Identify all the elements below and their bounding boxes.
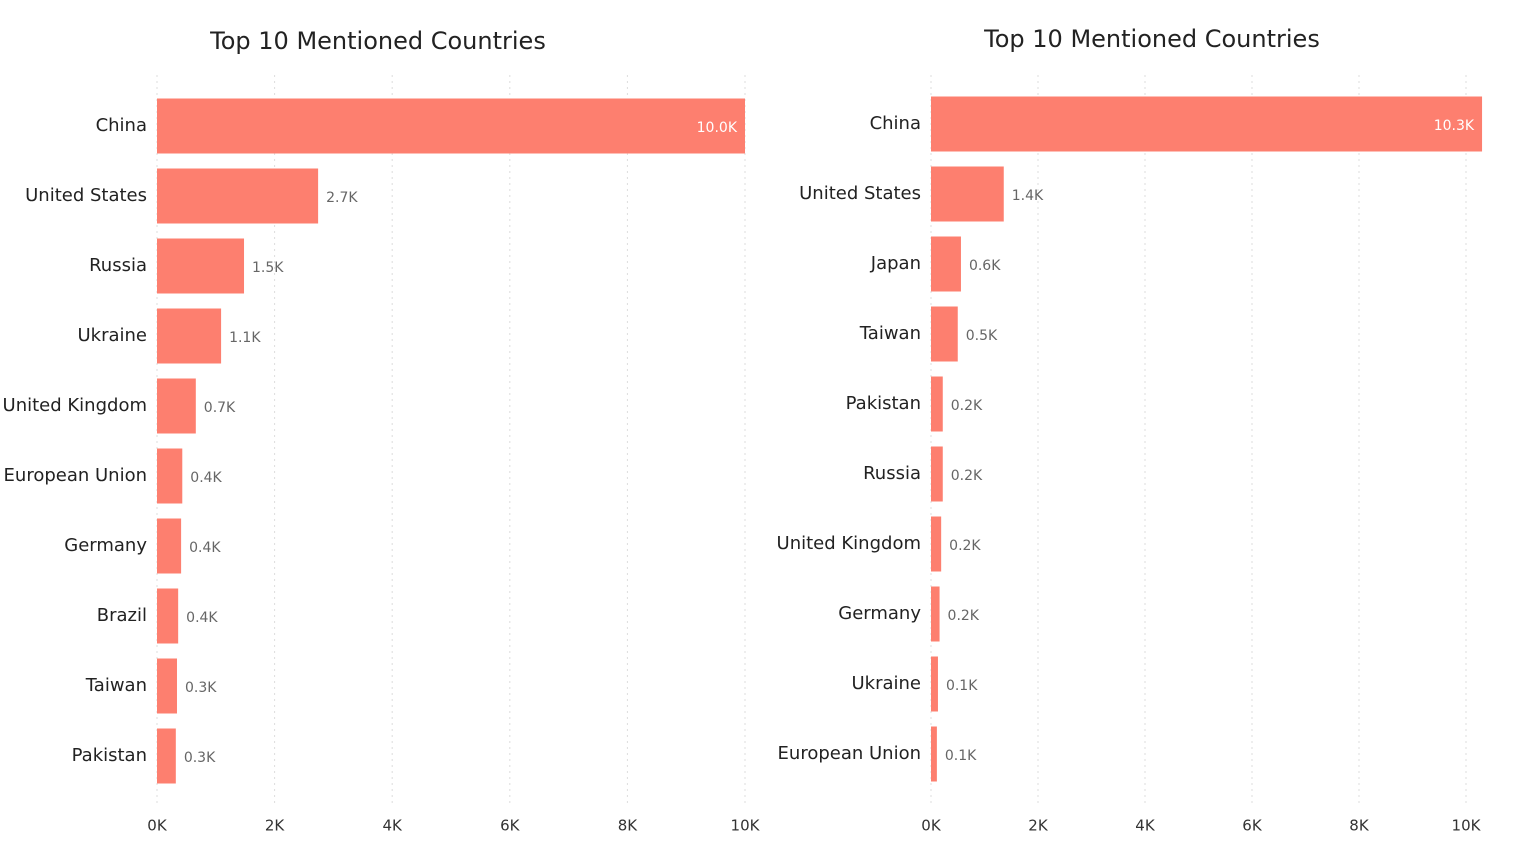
- x-tick-label: 6K: [1242, 817, 1263, 835]
- bar: [931, 446, 943, 502]
- bar: [931, 166, 1004, 222]
- y-tick-label: Pakistan: [72, 745, 147, 766]
- bar: [931, 96, 1483, 152]
- y-tick-label: United Kingdom: [777, 533, 921, 554]
- value-label: 0.3K: [184, 750, 216, 766]
- value-label: 10.0K: [697, 120, 738, 136]
- bar: [157, 378, 196, 434]
- value-label: 0.2K: [949, 538, 981, 554]
- y-tick-label: Ukraine: [851, 673, 921, 694]
- x-tick-label: 6K: [500, 817, 521, 835]
- bar: [157, 658, 177, 714]
- y-tick-label: United States: [25, 185, 147, 206]
- y-tick-label: Germany: [64, 535, 147, 556]
- value-label: 0.4K: [189, 540, 221, 556]
- value-label: 1.4K: [1012, 188, 1044, 204]
- bar: [931, 236, 961, 292]
- chart-title: Top 10 Mentioned Countries: [983, 25, 1320, 53]
- bar: [157, 168, 319, 224]
- value-label: 0.6K: [969, 258, 1001, 274]
- y-tick-label: Brazil: [97, 605, 147, 626]
- value-label: 0.1K: [945, 748, 977, 764]
- value-label: 0.3K: [185, 680, 217, 696]
- y-tick-label: Taiwan: [85, 675, 147, 696]
- y-tick-label: Pakistan: [846, 393, 921, 414]
- x-tick-label: 10K: [731, 817, 761, 835]
- y-tick-label: Ukraine: [77, 325, 147, 346]
- y-tick-label: United Kingdom: [3, 395, 147, 416]
- x-tick-label: 10K: [1452, 817, 1482, 835]
- x-tick-label: 4K: [383, 817, 404, 835]
- y-tick-label: United States: [799, 183, 921, 204]
- value-label: 0.5K: [966, 328, 998, 344]
- chart-title: Top 10 Mentioned Countries: [209, 27, 546, 55]
- x-tick-label: 4K: [1135, 817, 1156, 835]
- y-tick-label: China: [96, 115, 147, 136]
- value-label: 0.4K: [190, 470, 222, 486]
- bar: [157, 448, 183, 504]
- bar: [157, 238, 245, 294]
- bar: [931, 376, 943, 432]
- bar: [157, 518, 182, 574]
- value-label: 0.2K: [948, 608, 980, 624]
- bar: [157, 98, 745, 154]
- x-tick-label: 0K: [921, 817, 942, 835]
- y-tick-label: Japan: [870, 253, 921, 274]
- bar: [931, 306, 958, 362]
- y-tick-label: Germany: [838, 603, 921, 624]
- value-label: 0.1K: [946, 678, 978, 694]
- bar: [157, 588, 179, 644]
- value-label: 10.3K: [1434, 118, 1475, 134]
- value-label: 0.7K: [204, 400, 236, 416]
- x-tick-label: 8K: [1349, 817, 1370, 835]
- value-label: 2.7K: [326, 190, 358, 206]
- y-tick-label: China: [870, 113, 921, 134]
- bar: [931, 586, 940, 642]
- bar: [157, 728, 176, 784]
- y-tick-label: Russia: [863, 463, 921, 484]
- bar: [157, 308, 222, 364]
- value-label: 1.1K: [229, 330, 261, 346]
- y-tick-label: European Union: [778, 743, 921, 764]
- bar: [931, 656, 938, 712]
- y-tick-label: Russia: [89, 255, 147, 276]
- value-label: 0.2K: [951, 398, 983, 414]
- value-label: 1.5K: [252, 260, 284, 276]
- value-label: 0.2K: [951, 468, 983, 484]
- bar: [931, 726, 937, 782]
- value-label: 0.4K: [186, 610, 218, 626]
- x-tick-label: 8K: [618, 817, 639, 835]
- y-tick-label: Taiwan: [859, 323, 921, 344]
- x-tick-label: 0K: [147, 817, 168, 835]
- x-tick-label: 2K: [265, 817, 286, 835]
- y-tick-label: European Union: [4, 465, 147, 486]
- bar: [931, 516, 942, 572]
- x-tick-label: 2K: [1028, 817, 1049, 835]
